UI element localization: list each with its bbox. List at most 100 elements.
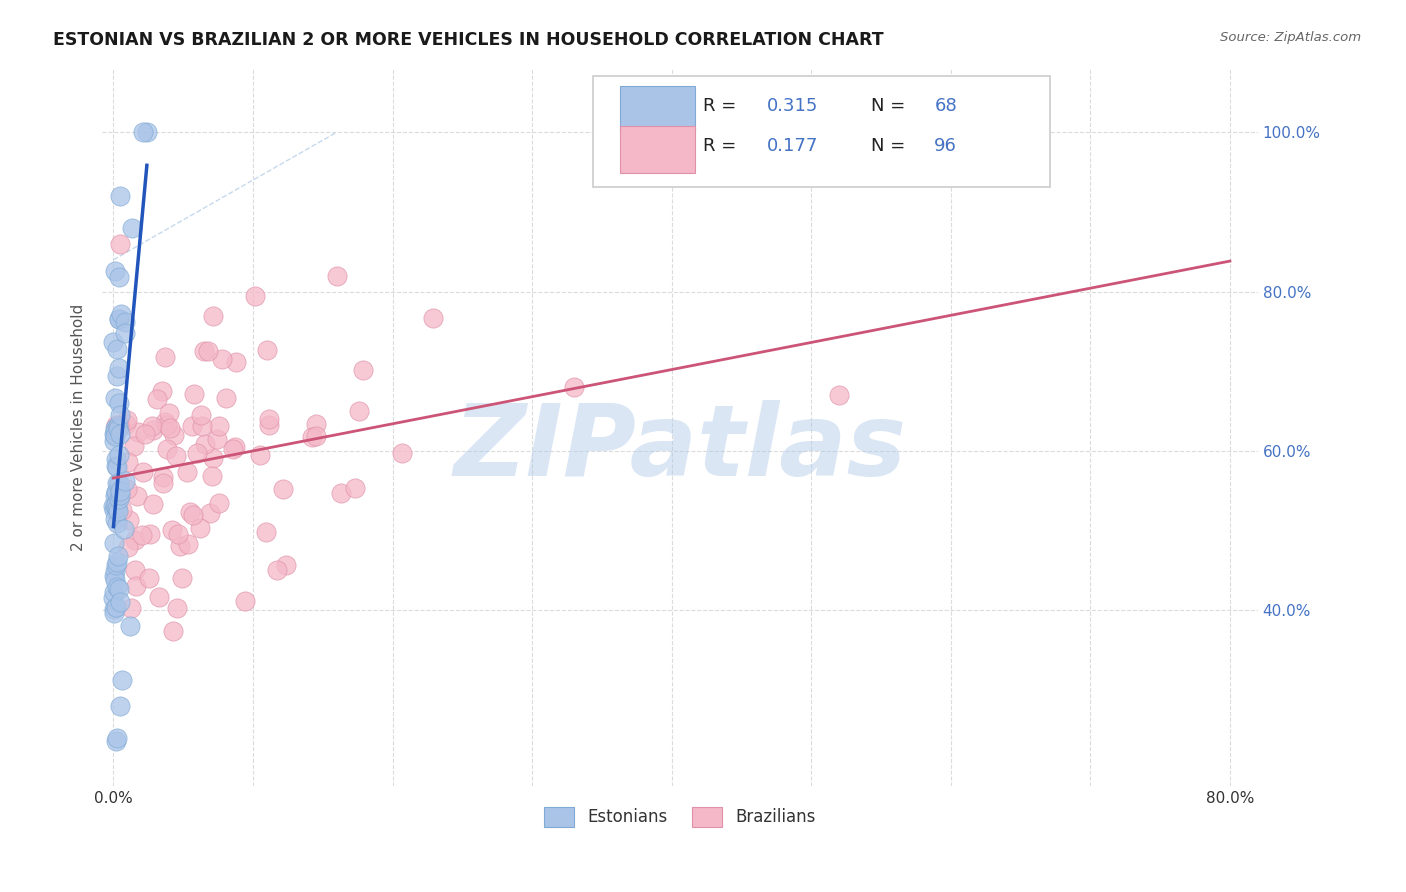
Point <box>132 465 155 479</box>
Point <box>176 465 198 479</box>
Point <box>108 408 131 422</box>
Point <box>146 392 169 407</box>
Point <box>103 536 125 550</box>
Point <box>225 355 247 369</box>
Point <box>108 236 131 251</box>
Point <box>127 425 149 439</box>
Point <box>103 500 125 514</box>
Point <box>111 673 134 688</box>
Point <box>110 189 132 203</box>
Point <box>159 420 181 434</box>
Point <box>104 573 127 587</box>
Point <box>208 495 231 509</box>
Point <box>305 429 328 443</box>
Point <box>142 497 165 511</box>
Point <box>165 449 187 463</box>
Text: ESTONIAN VS BRAZILIAN 2 OR MORE VEHICLES IN HOUSEHOLD CORRELATION CHART: ESTONIAN VS BRAZILIAN 2 OR MORE VEHICLES… <box>53 31 884 49</box>
Point <box>105 558 128 572</box>
Point <box>224 440 246 454</box>
Point <box>107 395 129 409</box>
Point <box>163 427 186 442</box>
Point <box>166 601 188 615</box>
Point <box>828 388 851 402</box>
Point <box>176 537 198 551</box>
Point <box>103 569 125 583</box>
Point <box>141 419 163 434</box>
Point <box>108 595 131 609</box>
Point <box>105 600 128 615</box>
Point <box>191 418 214 433</box>
Point <box>103 335 125 350</box>
Point <box>103 434 125 448</box>
Point <box>222 442 245 456</box>
Point <box>104 451 127 466</box>
Text: 68: 68 <box>934 97 957 115</box>
Point <box>105 500 128 515</box>
Point <box>105 459 128 474</box>
Point <box>135 125 157 139</box>
Point <box>104 391 127 405</box>
Point <box>108 418 131 433</box>
Point <box>193 344 215 359</box>
Point <box>105 488 128 502</box>
Point <box>134 427 156 442</box>
Point <box>152 470 174 484</box>
Point <box>138 571 160 585</box>
Point <box>257 418 280 433</box>
Text: Source: ZipAtlas.com: Source: ZipAtlas.com <box>1220 31 1361 45</box>
Point <box>139 526 162 541</box>
Point <box>105 420 128 434</box>
Point <box>344 481 367 495</box>
Point <box>124 533 146 547</box>
Point <box>104 499 127 513</box>
Point <box>391 446 413 460</box>
Point <box>108 312 131 326</box>
Point <box>150 384 173 398</box>
Point <box>105 421 128 435</box>
Point <box>266 563 288 577</box>
Point <box>105 476 128 491</box>
Text: R =: R = <box>703 97 742 115</box>
Point <box>120 619 142 633</box>
Point <box>115 482 138 496</box>
FancyBboxPatch shape <box>620 86 695 132</box>
Point <box>188 521 211 535</box>
Point <box>112 522 135 536</box>
Point <box>108 484 131 499</box>
Point <box>194 436 217 450</box>
Point <box>107 448 129 462</box>
Point <box>201 469 224 483</box>
Point <box>274 558 297 573</box>
Point <box>111 503 134 517</box>
Point <box>181 419 204 434</box>
Point <box>162 624 184 638</box>
Text: ZIPatlas: ZIPatlas <box>454 401 907 497</box>
Point <box>107 503 129 517</box>
Point <box>254 524 277 539</box>
Point <box>105 485 128 500</box>
Point <box>305 417 328 431</box>
Point <box>259 411 281 425</box>
Point <box>107 419 129 434</box>
Point <box>105 418 128 433</box>
Point <box>148 590 170 604</box>
Point <box>104 424 127 438</box>
Point <box>114 326 136 340</box>
Point <box>107 422 129 436</box>
Y-axis label: 2 or more Vehicles in Household: 2 or more Vehicles in Household <box>72 303 86 550</box>
Point <box>108 312 131 326</box>
Point <box>105 580 128 594</box>
FancyBboxPatch shape <box>593 76 1050 186</box>
Text: 0.315: 0.315 <box>766 97 818 115</box>
Point <box>183 508 205 522</box>
Point <box>142 423 165 437</box>
Point <box>108 269 131 284</box>
Point <box>352 362 374 376</box>
Point <box>125 489 148 503</box>
Point <box>108 491 131 506</box>
Point <box>104 459 127 474</box>
Point <box>107 485 129 500</box>
Point <box>160 523 183 537</box>
Point <box>110 307 132 321</box>
Point <box>349 404 371 418</box>
